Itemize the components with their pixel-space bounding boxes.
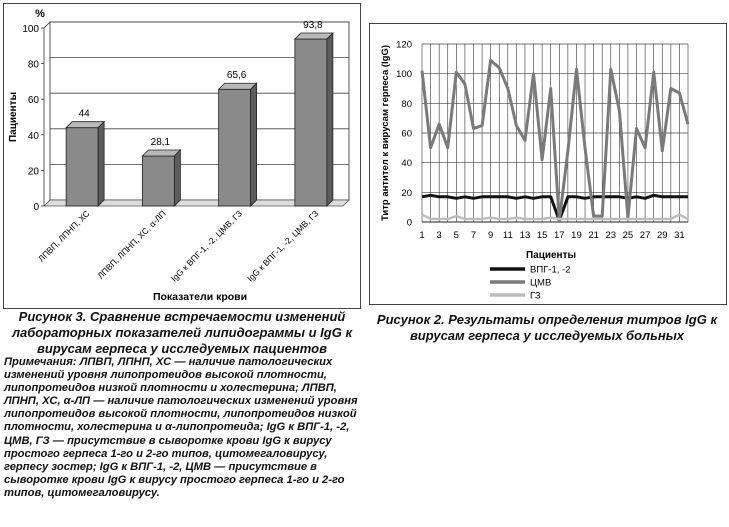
y-axis-title: Титр антител к вирусам герпеса (IgG) — [380, 45, 391, 221]
bar-value-label: 28,1 — [151, 137, 171, 148]
x-tick-label: 29 — [657, 230, 668, 241]
bar-side — [173, 149, 181, 207]
legend-label: ГЗ — [530, 291, 541, 302]
x-tick-label: 23 — [605, 230, 616, 241]
bar-top — [217, 82, 258, 90]
left-figure-caption: Рисунок 3. Сравнение встречаемости измен… — [3, 309, 361, 357]
x-category-label: IgG к ВПГ-1, -2, ЦМВ, ГЗ — [245, 208, 320, 283]
x-tick-label: 3 — [437, 230, 442, 241]
x-tick-label: 25 — [623, 230, 634, 241]
y-tick-label: 80 — [401, 99, 412, 110]
left-figure-frame: 0 20 40 60 80 100% Пациенты 44 ЛПВП, ЛПНП, ХС 28,… — [3, 3, 361, 309]
bar-top — [65, 121, 106, 129]
x-tick-label: 31 — [674, 230, 685, 241]
x-tick-label: 17 — [554, 230, 565, 241]
legend-label: ЦМВ — [530, 278, 551, 289]
y-tick-label: 20 — [28, 166, 40, 177]
y-tick-label: 40 — [28, 131, 40, 142]
bar-front — [218, 88, 252, 207]
series-line — [421, 193, 688, 222]
x-axis-title: Показатели крови — [153, 291, 247, 303]
y-tick-label: 0 — [33, 202, 39, 213]
bar-side — [326, 32, 334, 207]
y-axis-title: Пациенты — [8, 92, 19, 142]
bar-chart: 0 20 40 60 80 100% Пациенты 44 ЛПВП, ЛПНП, ХС 28,… — [8, 8, 350, 303]
y-tick-label: 60 — [401, 129, 412, 140]
left-caption-figure-label: Рисунок 3. — [18, 309, 87, 324]
x-tick-label: 21 — [588, 230, 599, 241]
left-figure-notes: Примечания: ЛПВП, ЛПНП, ХС — наличие пат… — [4, 356, 358, 499]
y-tick-label: 40 — [401, 158, 412, 169]
right-caption-text: Результаты определения титров IgG к виру… — [409, 312, 718, 343]
x-tick-label: 19 — [571, 230, 582, 241]
x-category-label: ЛПВП, ЛПНП, ХС, α-ЛП — [95, 208, 168, 281]
y-unit-label: % — [35, 8, 45, 20]
x-tick-label: 7 — [471, 230, 476, 241]
y-tick-label: 0 — [407, 218, 412, 229]
x-tick-label: 11 — [503, 230, 513, 241]
right-figure-caption: Рисунок 2. Результаты определения титров… — [369, 312, 725, 344]
y-axis-top-edge — [43, 21, 51, 29]
x-tick-label: 15 — [537, 230, 548, 241]
y-tick-label: 20 — [401, 188, 412, 199]
x-tick-label: 1 — [419, 230, 424, 241]
x-axis-title: Пациенты — [526, 250, 576, 261]
y-tick-label: 60 — [28, 95, 40, 106]
right-caption-figure-label: Рисунок 2. — [376, 312, 445, 327]
bar-front — [294, 38, 328, 207]
x-tick-label: 27 — [640, 230, 651, 241]
bar-front — [65, 127, 99, 207]
x-category-label: ЛПВП, ЛПНП, ХС — [36, 208, 91, 263]
bar-value-label: 65,6 — [227, 70, 247, 81]
right-figure-frame: 0 20 40 60 80 100 120 1 3 5 7 9 11 13 15 17 19 21 23 25 27 29… — [369, 23, 727, 305]
x-category-label: IgG к ВПГ-1, -2, ЦМВ, ГЗ — [169, 208, 244, 283]
bar-side — [250, 82, 258, 207]
x-tick-label: 9 — [488, 230, 493, 241]
bar-value-label: 44 — [79, 109, 91, 120]
y-tick-label: 120 — [396, 40, 412, 51]
x-tick-label: 5 — [454, 230, 459, 241]
series-line — [420, 58, 690, 222]
y-tick-label: 100 — [22, 24, 39, 35]
bar-top — [293, 32, 334, 40]
series-line — [421, 213, 689, 221]
bar-top — [141, 149, 182, 157]
bar-front — [141, 155, 175, 207]
legend-label: ВПГ-1, -2 — [530, 265, 570, 276]
bar-side — [97, 120, 105, 207]
bar-value-label: 93,8 — [303, 20, 323, 31]
x-tick-label: 13 — [520, 230, 531, 241]
y-tick-label: 80 — [28, 60, 40, 71]
left-caption-text: Сравнение встречаемости изменений лабора… — [11, 309, 353, 356]
y-tick-label: 100 — [396, 69, 412, 80]
